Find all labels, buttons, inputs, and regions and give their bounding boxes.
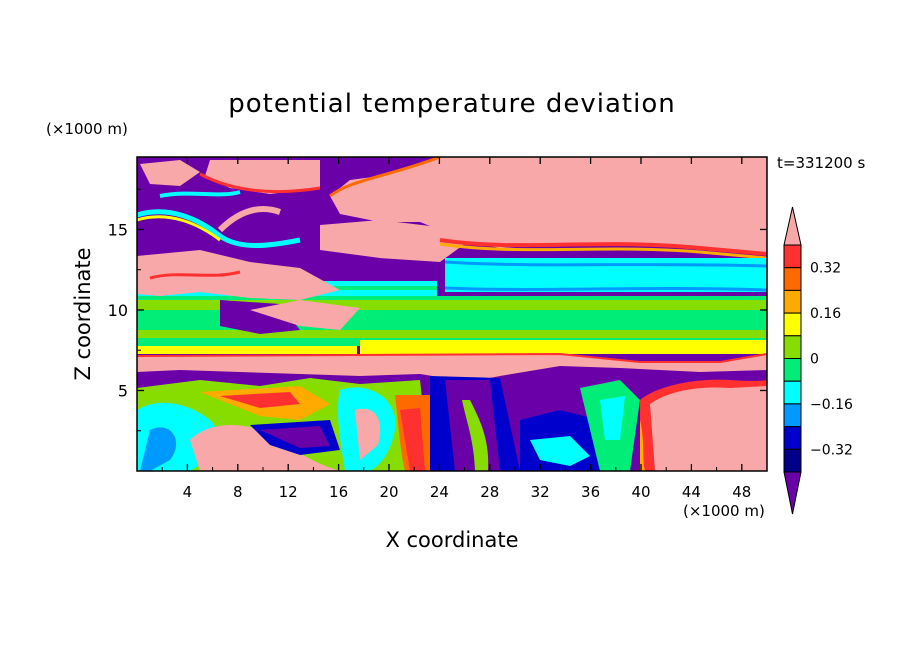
time-label: t=331200 s	[777, 154, 865, 172]
heatmap-field	[137, 157, 767, 471]
colorbar-segment	[783, 426, 802, 450]
colorbar-segment	[783, 267, 802, 291]
x-tick-label: 8	[233, 483, 243, 501]
colorbar-segment	[783, 312, 802, 337]
y-tick-label: 15	[108, 220, 128, 239]
colorbar: 0.32 0.16 0 −0.16 −0.32	[783, 206, 853, 515]
x-tick-label: 36	[581, 483, 600, 501]
colorbar-label: −0.32	[810, 442, 853, 458]
y-axis-label: Z coordinate	[71, 247, 95, 380]
x-tick-label: 20	[379, 483, 398, 501]
colorbar-label: 0.16	[810, 306, 841, 322]
x-tick-label: 28	[480, 483, 499, 501]
x-tick-label: 24	[430, 483, 449, 501]
x-tick-label: 12	[279, 483, 298, 501]
colorbar-extend-low	[783, 471, 802, 515]
y-unit-label: (×1000 m)	[46, 120, 128, 138]
colorbar-extend-high	[783, 206, 802, 246]
colorbar-segment	[783, 244, 802, 269]
colorbar-segment	[783, 335, 802, 359]
x-tick-label: 48	[732, 483, 751, 501]
y-axis-ticks: 5 10 15	[108, 188, 767, 432]
x-axis-label: X coordinate	[385, 528, 518, 552]
y-tick-label: 5	[118, 381, 128, 400]
x-tick-label: 40	[631, 483, 650, 501]
colorbar-label: −0.16	[810, 397, 853, 413]
colorbar-label: 0	[810, 352, 819, 368]
x-tick-label: 16	[329, 483, 348, 501]
x-tick-label: 44	[682, 483, 701, 501]
x-tick-label: 4	[183, 483, 193, 501]
plot-frame	[136, 156, 768, 472]
colorbar-label: 0.32	[810, 261, 841, 277]
chart-title: potential temperature deviation	[228, 89, 675, 119]
x-tick-label: 32	[531, 483, 550, 501]
colorbar-segment	[783, 358, 802, 382]
y-tick-label: 10	[108, 301, 128, 320]
x-axis-ticks: 4 8 12 16 20 24 28 32 36 40 44 48	[161, 157, 751, 501]
x-unit-label: (×1000 m)	[683, 502, 765, 520]
colorbar-segment	[783, 289, 802, 314]
colorbar-segment	[783, 403, 802, 428]
colorbar-segment	[783, 380, 802, 405]
colorbar-segment	[783, 448, 802, 473]
